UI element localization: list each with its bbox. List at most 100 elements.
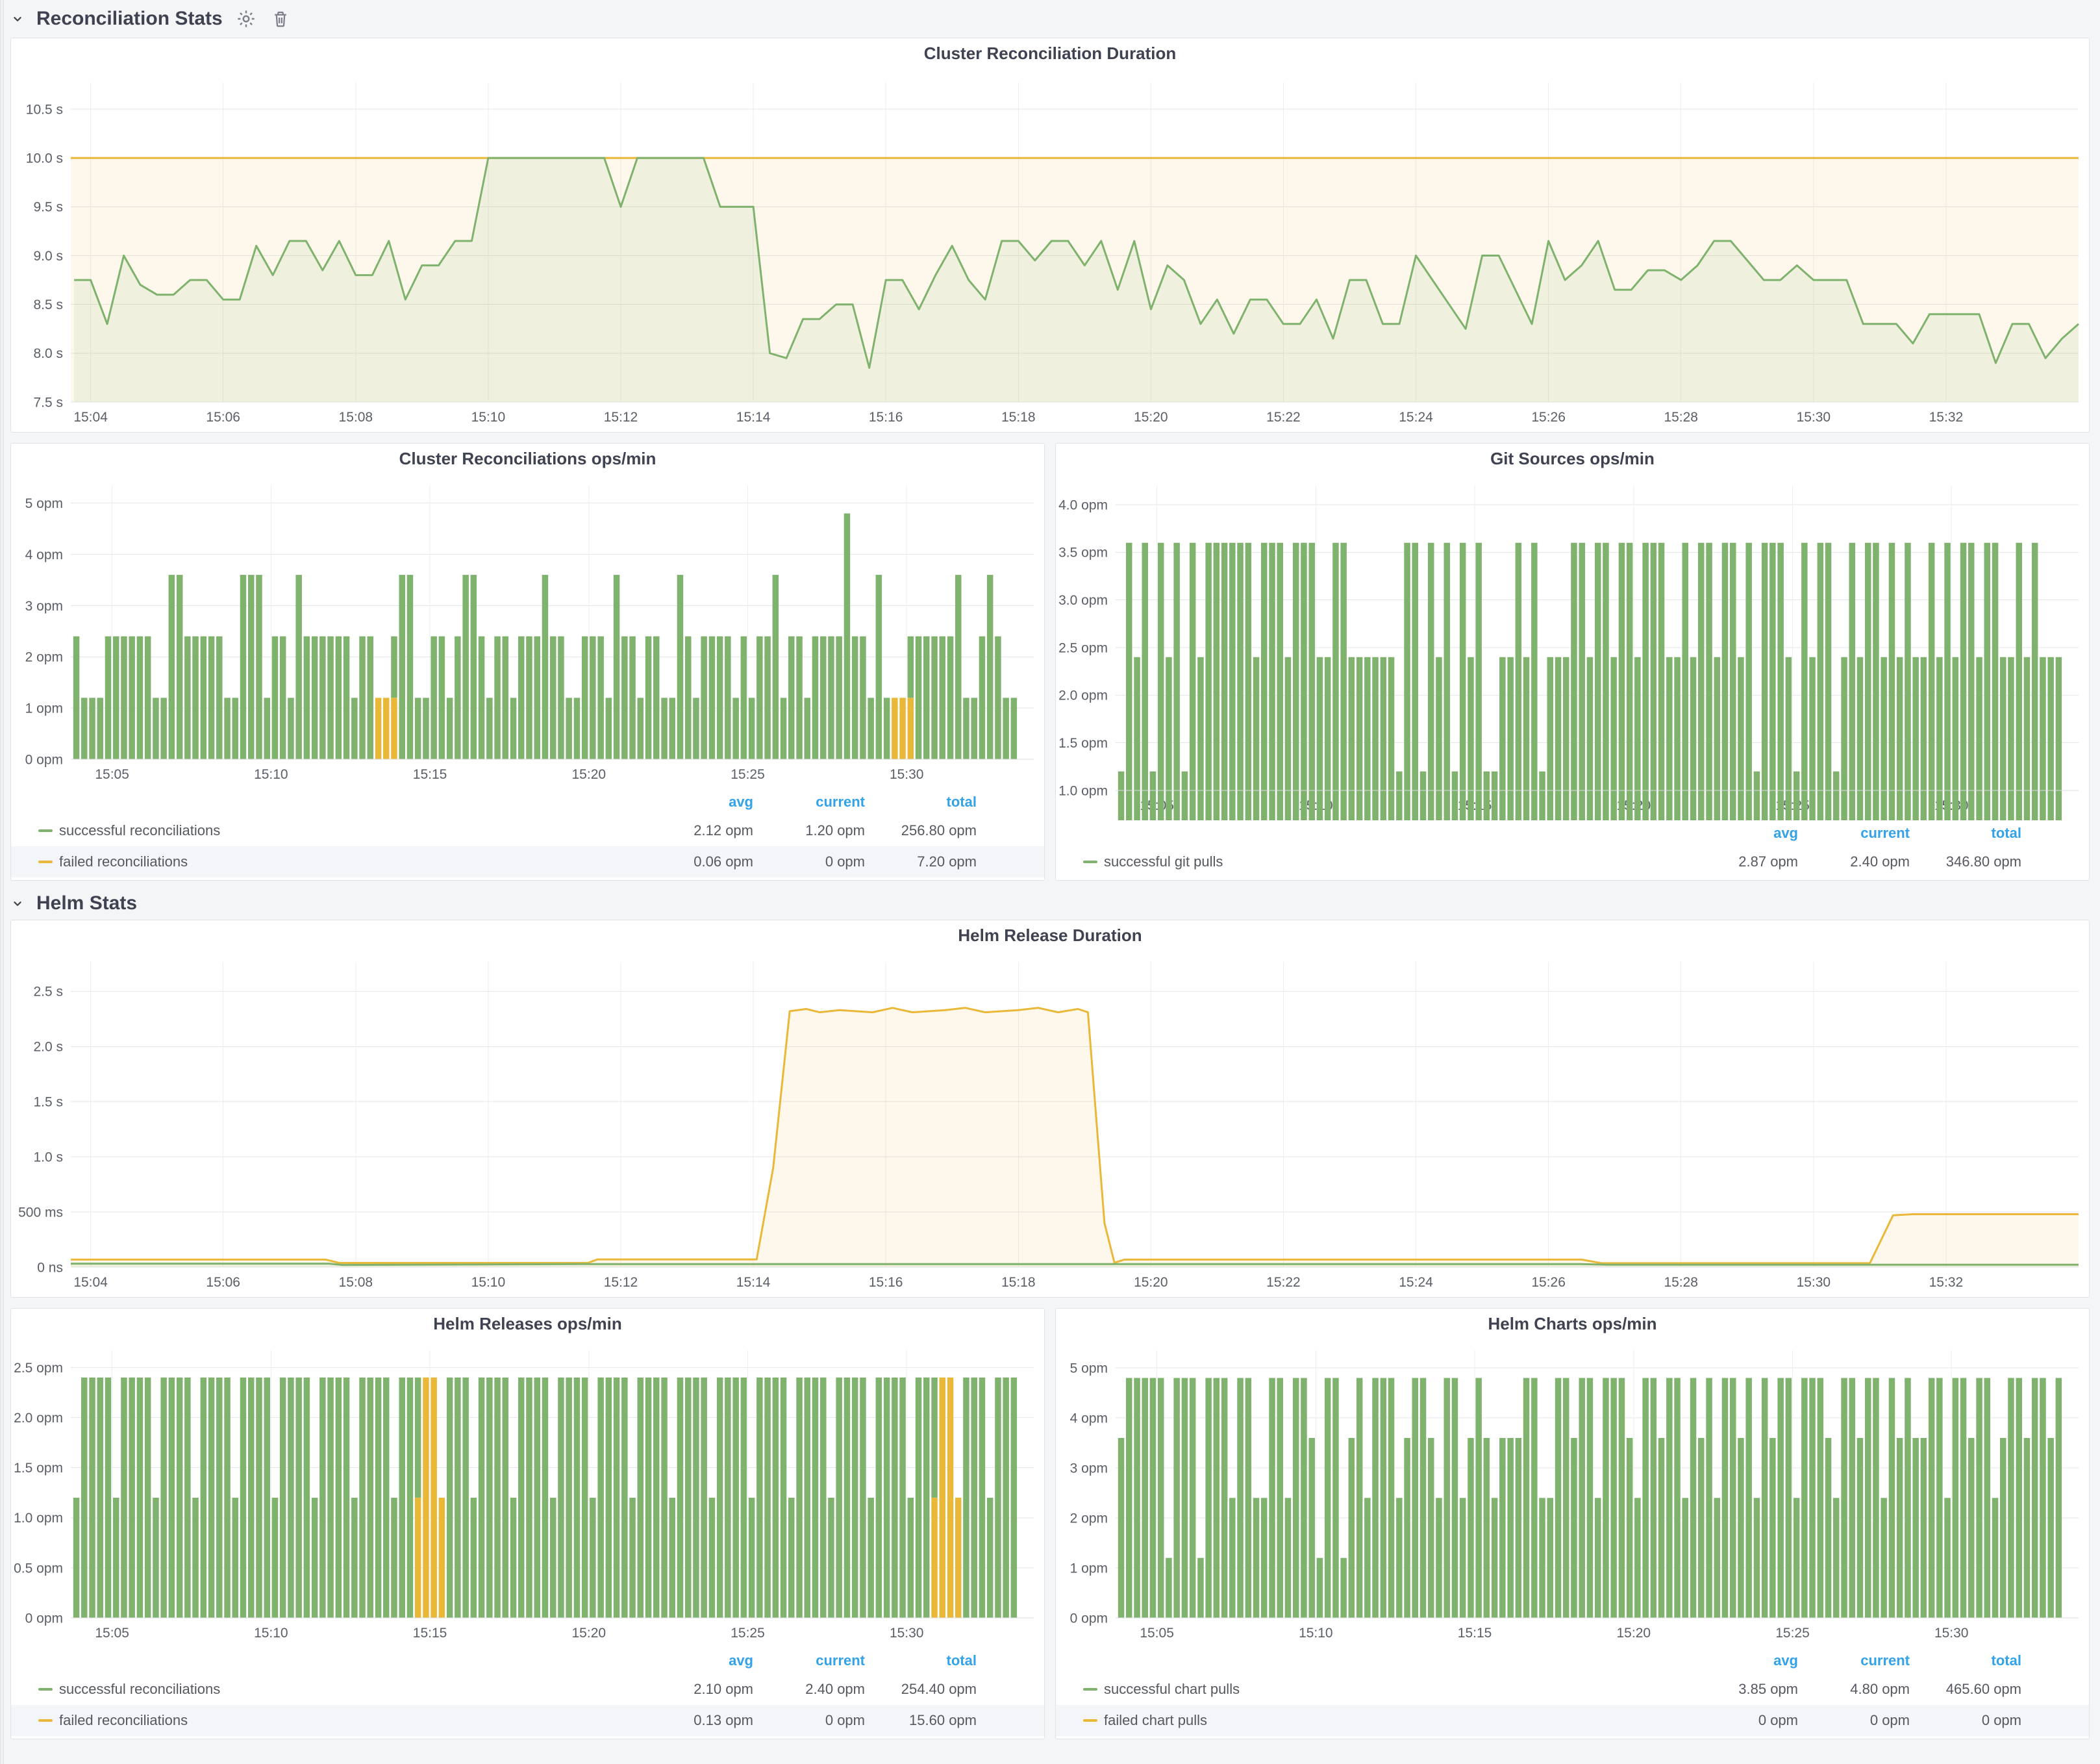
- bar-successful[interactable]: [780, 1377, 787, 1618]
- bar-successful[interactable]: [1610, 1378, 1617, 1618]
- bar-successful[interactable]: [931, 1377, 938, 1498]
- bar-successful[interactable]: [526, 1377, 532, 1618]
- bar-successful[interactable]: [1793, 771, 1800, 820]
- bar-successful[interactable]: [1721, 1378, 1729, 1618]
- bar-successful[interactable]: [1118, 771, 1125, 820]
- bar-successful[interactable]: [399, 1377, 406, 1618]
- bar-successful[interactable]: [836, 636, 842, 759]
- bar-successful[interactable]: [923, 636, 930, 759]
- bar-successful[interactable]: [184, 636, 191, 759]
- bar-successful[interactable]: [1261, 542, 1268, 820]
- bar-successful[interactable]: [383, 1377, 390, 1618]
- bar-successful[interactable]: [406, 1377, 414, 1618]
- bar-successful[interactable]: [1332, 542, 1339, 820]
- bar-successful[interactable]: [1801, 542, 1808, 820]
- bar-successful[interactable]: [1372, 1378, 1379, 1618]
- bar-successful[interactable]: [279, 1377, 286, 1618]
- bar-successful[interactable]: [899, 1377, 906, 1618]
- bar-successful[interactable]: [2016, 542, 2023, 820]
- bar-successful[interactable]: [534, 636, 541, 759]
- bar-successful[interactable]: [796, 636, 803, 759]
- bar-successful[interactable]: [1340, 542, 1347, 820]
- series-name[interactable]: successful reconciliations: [59, 1681, 221, 1697]
- bar-successful[interactable]: [2008, 657, 2014, 820]
- bar-successful[interactable]: [303, 1377, 310, 1618]
- bar-successful[interactable]: [1738, 657, 1744, 820]
- bar-successful[interactable]: [851, 636, 858, 759]
- bar-successful[interactable]: [979, 636, 986, 759]
- bar-successful[interactable]: [1539, 771, 1545, 820]
- bar-successful[interactable]: [1658, 1438, 1665, 1618]
- bar-successful[interactable]: [971, 698, 978, 759]
- bar-successful[interactable]: [1586, 1378, 1594, 1618]
- bar-successful[interactable]: [1785, 1378, 1792, 1618]
- bar-successful[interactable]: [732, 1377, 739, 1618]
- bar-successful[interactable]: [1507, 1438, 1514, 1618]
- bar-successful[interactable]: [2047, 1438, 2054, 1618]
- bar-successful[interactable]: [153, 698, 159, 759]
- bar-successful[interactable]: [1976, 1378, 1982, 1618]
- bar-successful[interactable]: [812, 1377, 819, 1618]
- bar-successful[interactable]: [1003, 1377, 1009, 1618]
- bar-successful[interactable]: [907, 1498, 914, 1618]
- bar-successful[interactable]: [1428, 1438, 1434, 1618]
- bar-successful[interactable]: [1142, 1378, 1149, 1618]
- bar-successful[interactable]: [979, 1377, 986, 1618]
- bar-successful[interactable]: [1261, 1498, 1268, 1618]
- bar-successful[interactable]: [542, 1377, 549, 1618]
- bar-successful[interactable]: [1944, 1498, 1951, 1618]
- bar-successful[interactable]: [446, 1377, 453, 1618]
- bar-successful[interactable]: [518, 636, 525, 759]
- bar-successful[interactable]: [168, 1377, 175, 1618]
- legend-sort-current[interactable]: current: [816, 794, 865, 810]
- bar-successful[interactable]: [1841, 657, 1847, 820]
- bar-successful[interactable]: [1229, 1498, 1236, 1618]
- bar-successful[interactable]: [288, 1377, 294, 1618]
- bar-successful[interactable]: [1745, 542, 1752, 820]
- bar-successful[interactable]: [923, 1377, 930, 1618]
- bar-successful[interactable]: [677, 575, 684, 759]
- bar-successful[interactable]: [566, 698, 572, 759]
- bar-successful[interactable]: [1984, 542, 1991, 820]
- bar-successful[interactable]: [486, 698, 493, 759]
- chart-canvas[interactable]: 2.5 s 2.0 s 1.5 s 1.0 s 500 ms 0 ns 15:04 15:06…: [11, 950, 2089, 1297]
- bar-successful[interactable]: [1563, 657, 1569, 820]
- bar-successful[interactable]: [534, 1377, 541, 1618]
- bar-successful[interactable]: [129, 636, 135, 759]
- bar-successful[interactable]: [136, 1377, 144, 1618]
- bar-successful[interactable]: [1197, 1557, 1204, 1618]
- bar-successful[interactable]: [319, 636, 326, 759]
- bar-successful[interactable]: [1166, 657, 1172, 820]
- bar-successful[interactable]: [73, 1498, 80, 1618]
- bar-successful[interactable]: [820, 1377, 827, 1618]
- bar-successful[interactable]: [1166, 1557, 1172, 1618]
- bar-successful[interactable]: [1412, 1378, 1419, 1618]
- bar-successful[interactable]: [327, 1377, 334, 1618]
- bar-successful[interactable]: [907, 636, 914, 698]
- bar-successful[interactable]: [1881, 657, 1887, 820]
- bar-successful[interactable]: [200, 636, 207, 759]
- bar-successful[interactable]: [1714, 657, 1721, 820]
- bar-successful[interactable]: [1976, 657, 1982, 820]
- bar-successful[interactable]: [160, 698, 167, 759]
- series-name[interactable]: failed chart pulls: [1104, 1712, 1207, 1728]
- bar-successful[interactable]: [1396, 1498, 1403, 1618]
- bar-successful[interactable]: [1658, 542, 1665, 820]
- bar-successful[interactable]: [414, 698, 421, 759]
- bar-successful[interactable]: [144, 636, 151, 759]
- bar-successful[interactable]: [1992, 542, 1999, 820]
- bar-successful[interactable]: [613, 575, 620, 759]
- bar-successful[interactable]: [1634, 1498, 1641, 1618]
- bar-successful[interactable]: [1865, 542, 1871, 820]
- bar-successful[interactable]: [1324, 657, 1331, 820]
- bar-successful[interactable]: [446, 698, 453, 759]
- bar-successful[interactable]: [708, 1498, 716, 1618]
- bar-successful[interactable]: [1149, 771, 1156, 820]
- bar-successful[interactable]: [558, 1377, 564, 1618]
- bar-successful[interactable]: [2023, 657, 2031, 820]
- bar-successful[interactable]: [1301, 1378, 1307, 1618]
- bar-failed[interactable]: [414, 1498, 421, 1618]
- bar-successful[interactable]: [200, 1377, 207, 1618]
- bar-successful[interactable]: [1253, 1498, 1260, 1618]
- chart-canvas[interactable]: 5 opm 4 opm 3 opm 2 opm 1 opm 0 opm 15:05 15:10…: [11, 473, 1044, 789]
